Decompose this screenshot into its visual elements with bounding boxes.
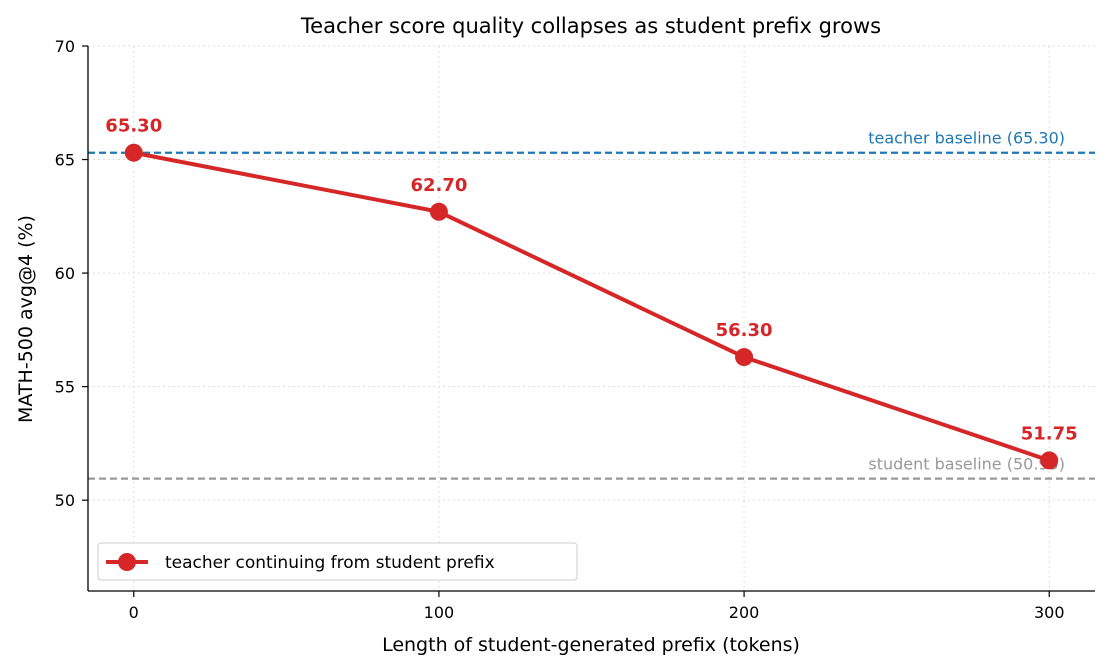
y-tick-label: 60 <box>55 264 75 283</box>
series-line <box>133 150 1050 463</box>
y-tick-label: 65 <box>55 151 75 170</box>
data-labels: 65.30 62.70 56.30 51.75 <box>105 116 1077 445</box>
data-label: 51.75 <box>1021 423 1078 444</box>
y-axis-label: MATH-500 avg@4 (%) <box>15 215 37 423</box>
legend: teacher continuing from student prefix <box>97 542 578 581</box>
data-point <box>1040 451 1059 470</box>
data-point <box>735 348 754 367</box>
data-label: 62.70 <box>410 175 467 196</box>
reference-line-label: student baseline (50.95) <box>868 455 1065 474</box>
y-tick-label: 55 <box>55 378 75 397</box>
x-tick-label: 100 <box>424 603 455 622</box>
data-label: 65.30 <box>105 116 162 137</box>
y-tick-label: 50 <box>55 491 75 510</box>
x-tick-label: 300 <box>1034 603 1065 622</box>
axes: 0 100 200 300 50 55 60 65 70 <box>55 37 1095 622</box>
y-tick-label: 70 <box>55 37 75 56</box>
x-axis-label: Length of student-generated prefix (toke… <box>382 634 800 656</box>
data-point <box>429 202 448 221</box>
legend-marker-swatch <box>118 553 136 571</box>
legend-box <box>97 542 578 581</box>
series <box>124 143 1059 470</box>
data-label: 56.30 <box>716 320 773 341</box>
x-tick-label: 0 <box>129 603 139 622</box>
x-tick-label: 200 <box>729 603 760 622</box>
reference-lines: teacher baseline (65.30) student baseline… <box>88 129 1095 480</box>
chart-title: Teacher score quality collapses as stude… <box>300 14 881 38</box>
reference-line-label: teacher baseline (65.30) <box>868 129 1065 148</box>
legend-entry-label: teacher continuing from student prefix <box>165 553 495 573</box>
data-point <box>124 143 143 162</box>
grid <box>88 45 1095 591</box>
